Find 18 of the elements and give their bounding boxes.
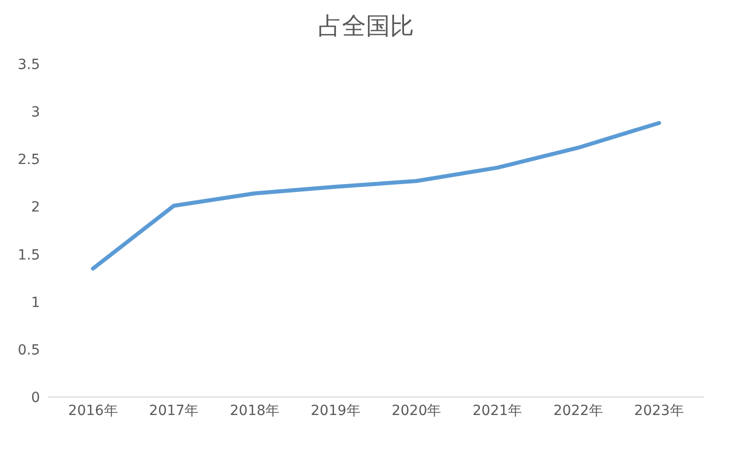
y-tick-label: 3 — [31, 104, 40, 121]
chart-title: 占全国比 — [317, 11, 415, 42]
x-tick-label: 2020年 — [392, 402, 442, 419]
x-tick-label: 2018年 — [230, 402, 280, 419]
y-tick-label: 3.5 — [18, 56, 40, 73]
y-tick-label: 1.5 — [18, 247, 40, 264]
y-tick-label: 1 — [31, 294, 40, 311]
y-tick-label: 0.5 — [18, 342, 40, 358]
x-tick-label: 2016年 — [68, 402, 118, 419]
y-tick-label: 0 — [31, 390, 40, 406]
x-tick-label: 2022年 — [553, 402, 603, 419]
x-tick-label: 2017年 — [149, 402, 199, 419]
x-tick-label: 2021年 — [472, 402, 522, 419]
y-tick-label: 2.5 — [18, 152, 40, 168]
x-tick-label: 2023年 — [634, 402, 684, 419]
line-series — [91, 120, 661, 271]
y-tick-label: 2 — [31, 200, 40, 216]
x-tick-label: 2019年 — [310, 402, 360, 419]
